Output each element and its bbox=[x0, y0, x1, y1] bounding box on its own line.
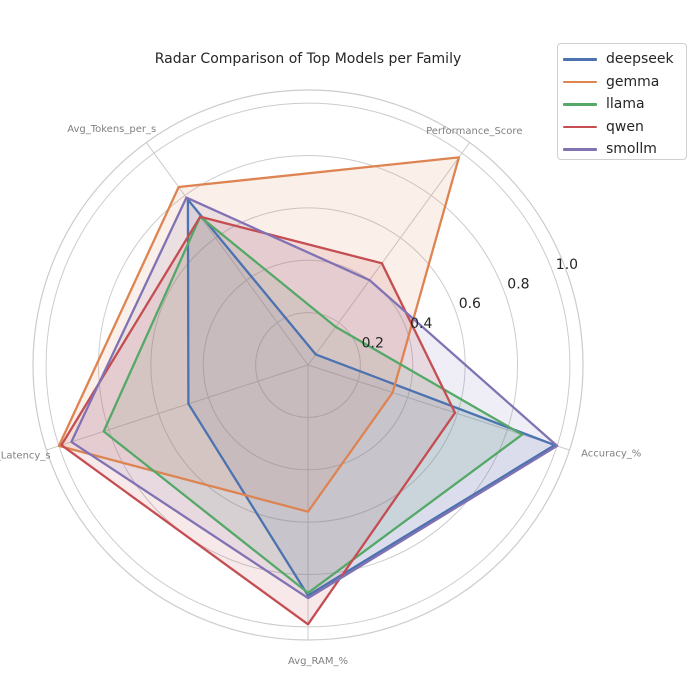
series-fill-gemma bbox=[58, 157, 459, 512]
series-line-smollm bbox=[70, 196, 559, 600]
spoke-avg-latency-s bbox=[46, 364, 309, 451]
legend-swatch bbox=[563, 80, 597, 83]
radial-tick-label: 0.6 bbox=[459, 296, 481, 312]
axis-label-avg-latency-s: Avg_Latency_s bbox=[0, 451, 51, 462]
legend-swatch bbox=[563, 125, 597, 128]
legend-item-qwen: qwen bbox=[558, 116, 686, 139]
radial-tick-label: 0.2 bbox=[362, 335, 384, 351]
legend-label: gemma bbox=[606, 73, 660, 90]
legend-item-deepseek: deepseek bbox=[558, 48, 686, 71]
radar-series bbox=[57, 156, 559, 626]
legend: deepseek gemma llama qwen smollm bbox=[557, 43, 687, 160]
spoke-avg-tokens-per-s bbox=[145, 142, 309, 366]
spoke-performance-score bbox=[307, 142, 471, 366]
legend-label: smollm bbox=[606, 141, 657, 158]
axis-label-avg-ram-: Avg_RAM_% bbox=[288, 656, 348, 667]
radial-tick-labels: 0.2 0.4 0.6 0.8 1.0 bbox=[362, 257, 578, 352]
legend-swatch bbox=[563, 148, 597, 151]
radial-tick-label: 0.4 bbox=[410, 316, 432, 332]
legend-item-llama: llama bbox=[558, 93, 686, 116]
legend-swatch bbox=[563, 58, 597, 61]
legend-item-smollm: smollm bbox=[558, 138, 686, 161]
axis-labels: Accuracy_% Performance_Score Avg_Tokens_pe… bbox=[0, 124, 641, 667]
axis-label-avg-tokens-per-s: Avg_Tokens_per_s bbox=[67, 124, 156, 135]
axis-label-accuracy-: Accuracy_% bbox=[581, 449, 641, 460]
chart-title: Radar Comparison of Top Models per Famil… bbox=[155, 51, 462, 67]
series-fill-smollm bbox=[71, 197, 558, 599]
legend-label: llama bbox=[606, 96, 645, 113]
series-line-qwen bbox=[60, 215, 457, 626]
radar-spokes bbox=[46, 142, 570, 640]
axis-label-performance-score: Performance_Score bbox=[426, 126, 522, 137]
legend-label: qwen bbox=[606, 118, 644, 135]
legend-label: deepseek bbox=[606, 51, 674, 68]
series-line-gemma bbox=[57, 156, 461, 513]
legend-item-gemma: gemma bbox=[558, 71, 686, 94]
series-fill-qwen bbox=[61, 216, 456, 625]
radial-tick-label: 1.0 bbox=[556, 257, 578, 273]
series-line-deepseek bbox=[186, 198, 556, 597]
spoke-accuracy- bbox=[307, 364, 570, 451]
series-fill-llama bbox=[103, 216, 523, 593]
series-fill-deepseek bbox=[187, 199, 555, 596]
radial-tick-label: 0.8 bbox=[507, 277, 529, 293]
legend-swatch bbox=[563, 103, 597, 106]
series-line-llama bbox=[102, 215, 524, 595]
